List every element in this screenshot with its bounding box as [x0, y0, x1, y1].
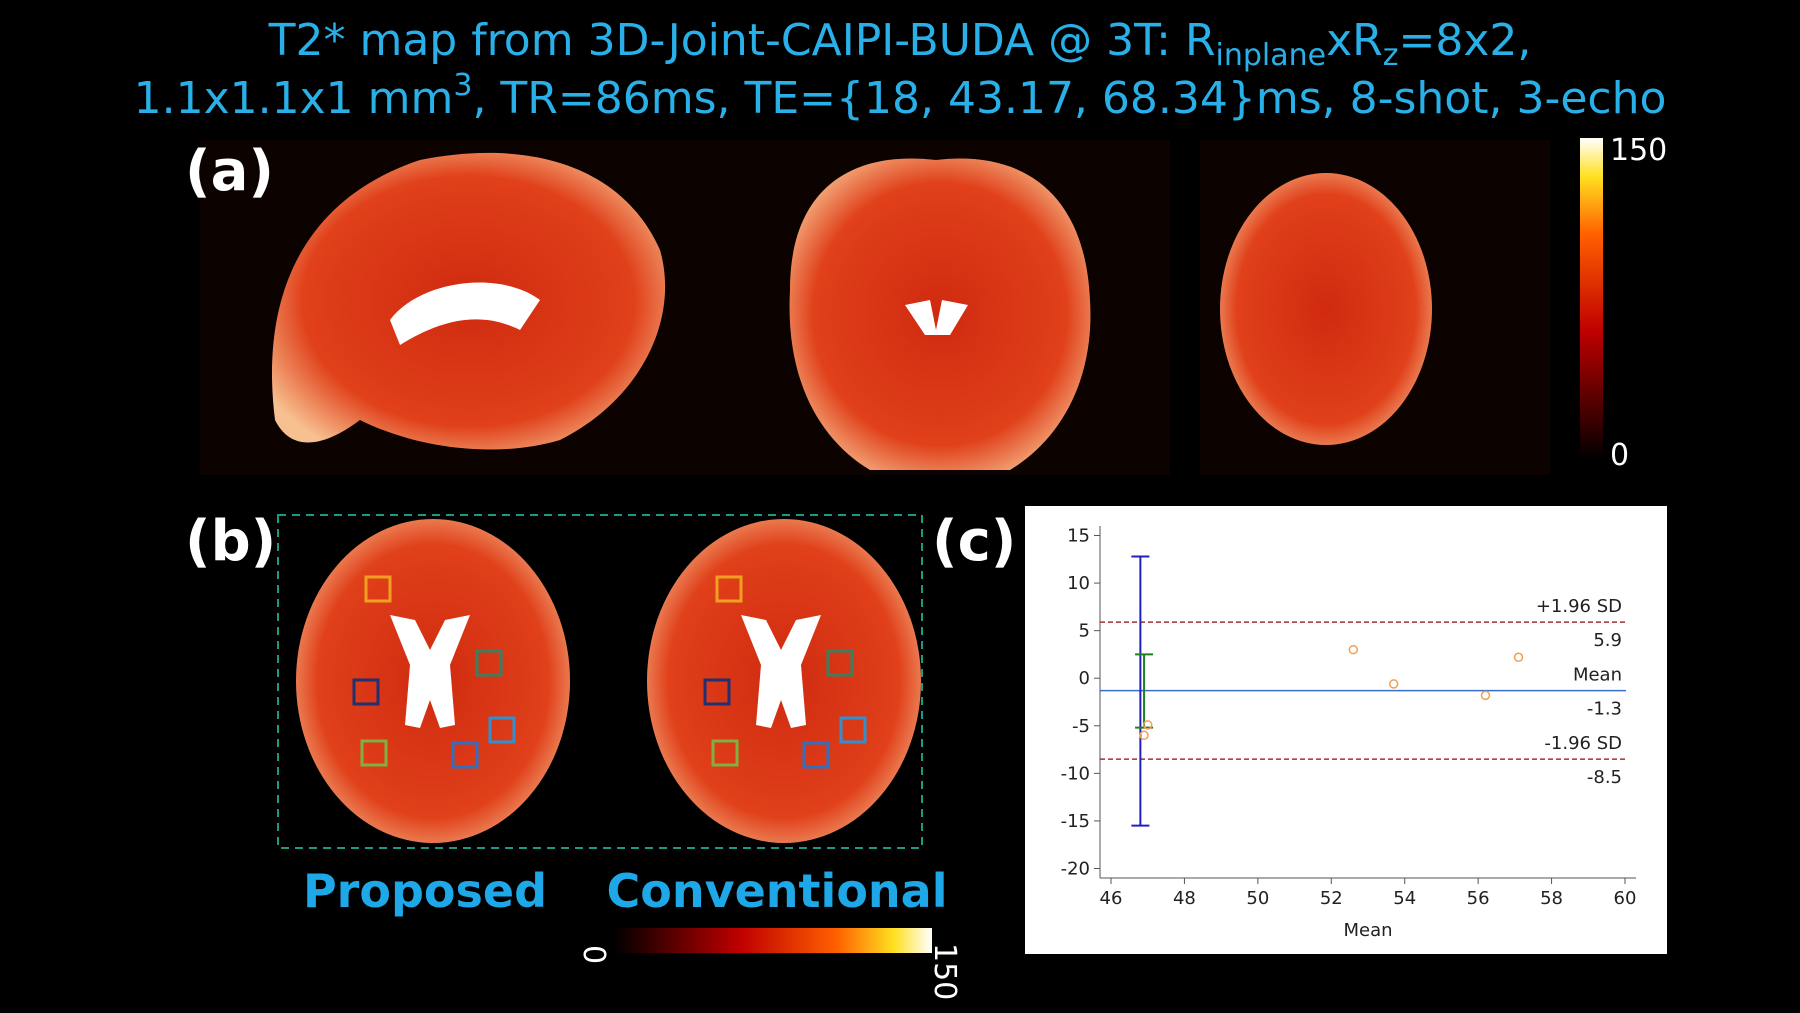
- colorbar-min: 0: [1610, 438, 1629, 473]
- corpus-callosum: [390, 282, 540, 345]
- x-tick-label: 58: [1540, 888, 1563, 909]
- point: [1142, 720, 1153, 730]
- y-tick-label: 5: [1079, 621, 1090, 642]
- point: [1513, 652, 1524, 663]
- reference-value: 5.9: [1593, 630, 1622, 651]
- roi: [475, 649, 503, 677]
- method-label: Proposed: [303, 864, 547, 918]
- point: [1480, 690, 1491, 701]
- x-axis-label: Mean: [1343, 920, 1392, 941]
- roi: [451, 741, 479, 769]
- roi: [360, 739, 388, 767]
- title-line-1: T2* map from 3D-Joint-CAIPI-BUDA @ 3T: R…: [268, 15, 1532, 73]
- colorbar: [614, 928, 932, 953]
- x-tick-label: 46: [1100, 888, 1123, 909]
- y-tick-label: -15: [1061, 811, 1090, 832]
- ventricles: [390, 615, 470, 728]
- reference-name: Mean: [1573, 665, 1622, 686]
- x-tick-label: 54: [1393, 888, 1416, 909]
- y-tick-label: -10: [1061, 763, 1090, 784]
- roi: [488, 716, 516, 744]
- roi: [352, 678, 380, 706]
- y-tick-label: 10: [1067, 573, 1090, 594]
- x-tick-label: 60: [1614, 888, 1637, 909]
- colorbar-max: 150: [1610, 133, 1667, 168]
- axial-slice: [1220, 173, 1432, 445]
- colorbar-min: 0: [576, 945, 611, 964]
- title-line-2: 1.1x1.1x1 mm3, TR=86ms, TE={18, 43.17, 6…: [134, 68, 1667, 124]
- point: [1348, 644, 1359, 655]
- reference-value: -1.3: [1587, 699, 1622, 720]
- colorbar: [1580, 138, 1603, 459]
- y-tick-label: 15: [1067, 526, 1090, 547]
- panel-label: (c): [932, 509, 1016, 574]
- ventricles: [905, 300, 968, 335]
- y-tick-label: -5: [1072, 716, 1090, 737]
- y-tick-label: -20: [1061, 858, 1090, 879]
- x-tick-label: 50: [1246, 888, 1269, 909]
- reference-value: -8.5: [1587, 767, 1622, 788]
- reference-name: +1.96 SD: [1536, 596, 1622, 617]
- axial-slice-copy: [645, 517, 923, 845]
- x-tick-label: 56: [1467, 888, 1490, 909]
- colorbar-max: 150: [927, 943, 962, 1000]
- chart-background: [1025, 506, 1667, 954]
- bland-altman-chart: -20 -15 -10 -5 0 5 10 15 46 48 50 52 54 56 58 60 Mean +1.…: [1061, 526, 1637, 941]
- x-tick-label: 48: [1173, 888, 1196, 909]
- roi: [364, 575, 392, 603]
- reference-name: -1.96 SD: [1544, 733, 1622, 754]
- x-tick-label: 52: [1320, 888, 1343, 909]
- axial-slice: [296, 519, 570, 843]
- method-label: Conventional: [607, 864, 948, 918]
- panel-label: (b): [185, 509, 276, 574]
- point: [1139, 730, 1149, 741]
- panel-label: (a): [185, 139, 274, 204]
- dashed-box: [277, 514, 923, 849]
- y-tick-label: 0: [1079, 668, 1090, 689]
- point: [1388, 679, 1399, 689]
